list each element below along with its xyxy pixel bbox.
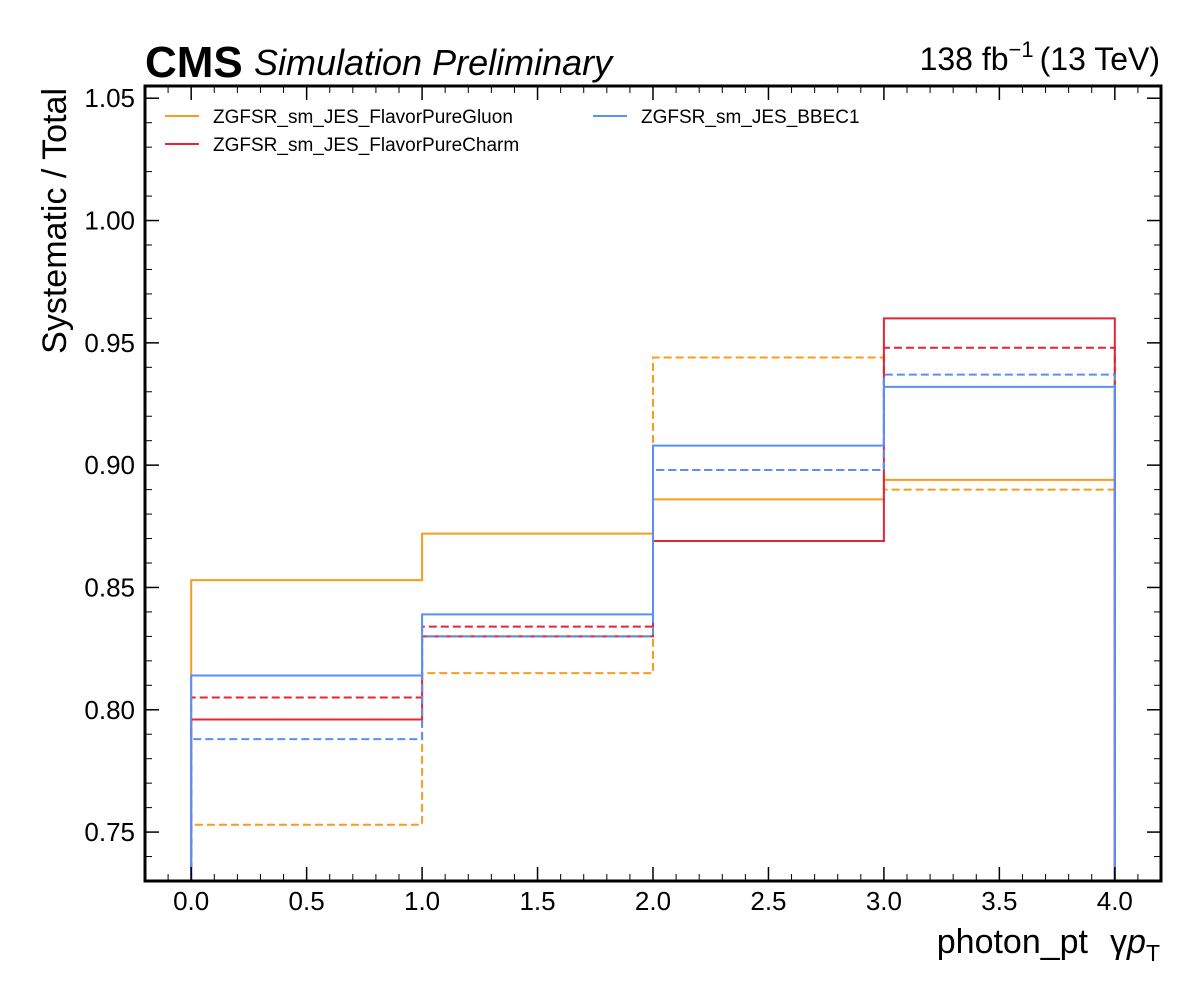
x-tick-label: 2.5 [750, 886, 786, 916]
lumi-label: 138 fb−1 (13 TeV) [920, 37, 1160, 77]
x-tick-label: 1.0 [404, 886, 440, 916]
legend-label: ZGFSR_sm_JES_FlavorPureGluon [213, 107, 513, 128]
series-layer [190, 317, 1116, 881]
y-axis-title: Systematic / Total [36, 88, 74, 354]
series-2-up-line [190, 385, 1116, 881]
x-axis-title: photon_pt γpT [937, 923, 1160, 966]
y-tick-label: 1.05 [84, 83, 135, 113]
x-tick-label: 4.0 [1097, 886, 1133, 916]
ticks-layer: 0.0 0.5 1.0 1.5 2.0 2.5 3.0 3.5 4.0 0.75 0.80 0.85 0… [84, 83, 1161, 916]
x-tick-label: 0.0 [173, 886, 209, 916]
y-tick-label: 0.95 [84, 328, 135, 358]
x-tick-label: 3.0 [866, 886, 902, 916]
series-0-down-line [190, 356, 1116, 881]
legend: ZGFSR_sm_JES_FlavorPureGluon ZGFSR_sm_JES… [165, 107, 860, 156]
y-tick-label: 1.00 [84, 206, 135, 236]
x-tick-label: 2.0 [635, 886, 671, 916]
y-tick-label: 0.85 [84, 572, 135, 602]
status-label: Simulation Preliminary [254, 42, 614, 83]
x-tick-label: 1.5 [519, 886, 555, 916]
y-tick-label: 0.80 [84, 695, 135, 725]
plot-frame [143, 84, 1163, 883]
legend-label: ZGFSR_sm_JES_BBEC1 [641, 107, 860, 128]
experiment-label: CMS [145, 38, 243, 87]
x-tick-label: 3.5 [981, 886, 1017, 916]
legend-label: ZGFSR_sm_JES_FlavorPureCharm [213, 135, 519, 156]
y-tick-label: 0.90 [84, 450, 135, 480]
x-tick-label: 0.5 [289, 886, 325, 916]
series-2-down-line [190, 373, 1116, 881]
y-tick-label: 0.75 [84, 817, 135, 847]
